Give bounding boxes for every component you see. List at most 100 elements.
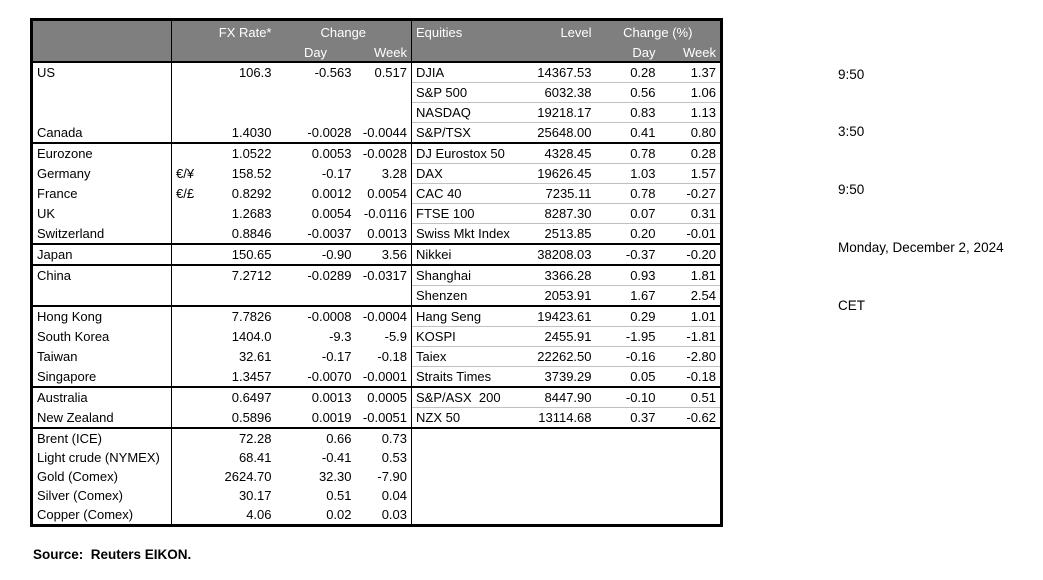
fx-rate-value bbox=[204, 103, 276, 123]
fx-rate-value bbox=[204, 83, 276, 103]
equity-level-value: 13114.68 bbox=[511, 407, 596, 429]
equity-index-name: S&P/TSX bbox=[411, 122, 512, 144]
equity-day-change-value: -0.10 bbox=[595, 387, 660, 408]
equity-level-value: 3739.29 bbox=[511, 366, 596, 388]
fx-change-header: Change bbox=[275, 19, 413, 45]
date-label: Monday, December 2, 2024 bbox=[838, 240, 1004, 256]
fx-day-change-value: -0.0037 bbox=[275, 223, 356, 245]
table-row: S&P 500 6032.38 0.56 1.06 bbox=[31, 82, 722, 103]
equity-day-change-value bbox=[596, 428, 660, 448]
fx-week-change-value: -0.0004 bbox=[355, 306, 413, 327]
equity-index-name: Shanghai bbox=[411, 265, 512, 286]
currency-pair-label bbox=[171, 407, 204, 429]
currency-pair-label bbox=[172, 62, 204, 83]
fx-country-label: China bbox=[31, 265, 172, 286]
equity-index-name: Nikkei bbox=[411, 244, 512, 266]
table-row: South Korea 1404.0 -9.3 -5.9 KOSPI 2455.91 -1.… bbox=[31, 326, 722, 347]
equity-day-change-value: -0.37 bbox=[595, 244, 660, 266]
market-data-table: FX Rate* Change Equities Level Change (%… bbox=[30, 18, 724, 527]
equity-index-name: Shenzen bbox=[411, 285, 512, 307]
fx-day-change-value: 32.30 bbox=[318, 469, 352, 484]
fx-rate-value: 2624.70 bbox=[224, 469, 272, 484]
fx-rate-value: 7.7826 bbox=[231, 309, 272, 325]
fx-country-label: Brent (ICE) bbox=[31, 428, 172, 448]
level-header: Level bbox=[511, 19, 596, 45]
fx-week-change-value: 0.04 bbox=[355, 486, 413, 505]
fx-country-label: Taiwan bbox=[31, 346, 172, 367]
fx-week-change-value: -0.0116 bbox=[355, 203, 413, 224]
equity-index-name: S&P 500 bbox=[411, 82, 512, 103]
fx-week-change-value bbox=[355, 102, 413, 123]
currency-pair-label bbox=[172, 306, 204, 327]
fx-country-label: Light crude (NYMEX) bbox=[31, 448, 172, 467]
fx-day-header: Day bbox=[275, 45, 356, 63]
equity-level-value: 25648.00 bbox=[511, 122, 596, 144]
blank-cell bbox=[411, 45, 512, 63]
equity-level-value bbox=[512, 428, 596, 448]
fx-rate-value: 106.3 bbox=[238, 65, 272, 81]
table-row: New Zealand 0.5896 0.0019 -0.0051 NZX 50 1311… bbox=[31, 407, 722, 429]
equity-day-change-value bbox=[596, 448, 660, 467]
currency-pair-label bbox=[171, 223, 204, 245]
equity-day-change-value: 0.78 bbox=[595, 143, 660, 164]
fx-week-change-value: 3.56 bbox=[355, 244, 413, 266]
fx-country-label: US bbox=[31, 62, 172, 83]
equity-week-change-value: -0.20 bbox=[659, 244, 722, 266]
fx-rate-value: 7.2712 bbox=[231, 268, 272, 284]
time-label-2: 3:50 bbox=[838, 124, 865, 140]
fx-rate-value: 0.5896 bbox=[203, 407, 276, 429]
fx-country-label: Germany bbox=[31, 163, 172, 184]
equity-day-change-value: 0.05 bbox=[595, 366, 660, 388]
header-row-1: FX Rate* Change Equities Level Change (%… bbox=[31, 19, 722, 45]
equity-index-name: DJ Eurostox 50 bbox=[411, 143, 512, 164]
equity-level-value: 14367.53 bbox=[511, 62, 596, 83]
equity-week-change-value: 2.54 bbox=[659, 285, 722, 307]
equity-level-value: 4328.45 bbox=[511, 143, 596, 164]
currency-pair-label bbox=[172, 83, 204, 103]
fx-week-change-value: 3.28 bbox=[355, 163, 413, 184]
fx-week-change-value: -0.18 bbox=[355, 346, 413, 367]
equities-change-header: Change (%) bbox=[595, 19, 722, 45]
equity-index-name bbox=[412, 467, 512, 486]
fx-day-change-value: -0.0008 bbox=[307, 309, 352, 325]
table-row: China 7.2712 -0.0289 -0.0317 Shanghai 3366.28… bbox=[31, 265, 722, 286]
fx-rate-value: 0.8292 bbox=[231, 186, 272, 201]
fx-week-change-value: -0.0028 bbox=[355, 143, 413, 164]
time-label-1: 9:50 bbox=[838, 66, 865, 82]
fx-day-change-value: 0.02 bbox=[326, 507, 352, 522]
fx-day-change-value: -0.41 bbox=[321, 450, 352, 465]
time-label-3: 9:50 bbox=[838, 182, 865, 198]
fx-rate-value: 1.4030 bbox=[203, 122, 276, 144]
fx-week-change-value bbox=[355, 82, 413, 103]
fx-country-label: Singapore bbox=[31, 366, 172, 388]
equity-day-change-value: 0.20 bbox=[595, 223, 660, 245]
equity-index-name: DJIA bbox=[411, 62, 512, 83]
table-row: Germany €/¥ 158.52 -0.17 3.28 DAX 19626.45 1.03… bbox=[31, 163, 722, 184]
table-row: NASDAQ 19218.17 0.83 1.13 bbox=[31, 102, 722, 123]
table-row: Australia 0.6497 0.0013 0.0005 S&P/ASX 200 84… bbox=[31, 387, 722, 408]
equity-day-change-value: 0.28 bbox=[595, 62, 660, 83]
equity-index-name: Swiss Mkt Index bbox=[411, 223, 512, 245]
fx-week-change-value: -0.0044 bbox=[355, 122, 413, 144]
equity-day-change-value: 0.78 bbox=[595, 183, 660, 204]
equity-level-value: 19626.45 bbox=[511, 163, 596, 184]
fx-day-change-value bbox=[276, 83, 356, 103]
equity-level-value bbox=[512, 467, 596, 486]
fx-rate-value: 72.28 bbox=[238, 431, 272, 446]
equity-index-name bbox=[412, 486, 512, 505]
table-row: Singapore 1.3457 -0.0070 -0.0001 Straits Tim… bbox=[31, 366, 722, 388]
currency-pair-label bbox=[172, 265, 204, 286]
equity-week-change-value bbox=[660, 448, 722, 467]
fx-day-change-value: -0.563 bbox=[314, 65, 352, 81]
fx-week-change-value: -5.9 bbox=[355, 326, 413, 347]
fx-rate-value: 1.2683 bbox=[231, 206, 272, 221]
equities-day-header: Day bbox=[595, 45, 660, 63]
equity-week-change-value: 0.51 bbox=[659, 387, 722, 408]
fx-rate-value: 1404.0 bbox=[231, 329, 272, 344]
fx-week-change-value: 0.517 bbox=[355, 62, 413, 83]
table-row: Eurozone 1.0522 0.0053 -0.0028 DJ Eurostox 5… bbox=[31, 143, 722, 164]
equity-day-change-value: 0.93 bbox=[595, 265, 660, 286]
currency-pair-label bbox=[171, 285, 204, 307]
equity-day-change-value bbox=[596, 486, 660, 505]
